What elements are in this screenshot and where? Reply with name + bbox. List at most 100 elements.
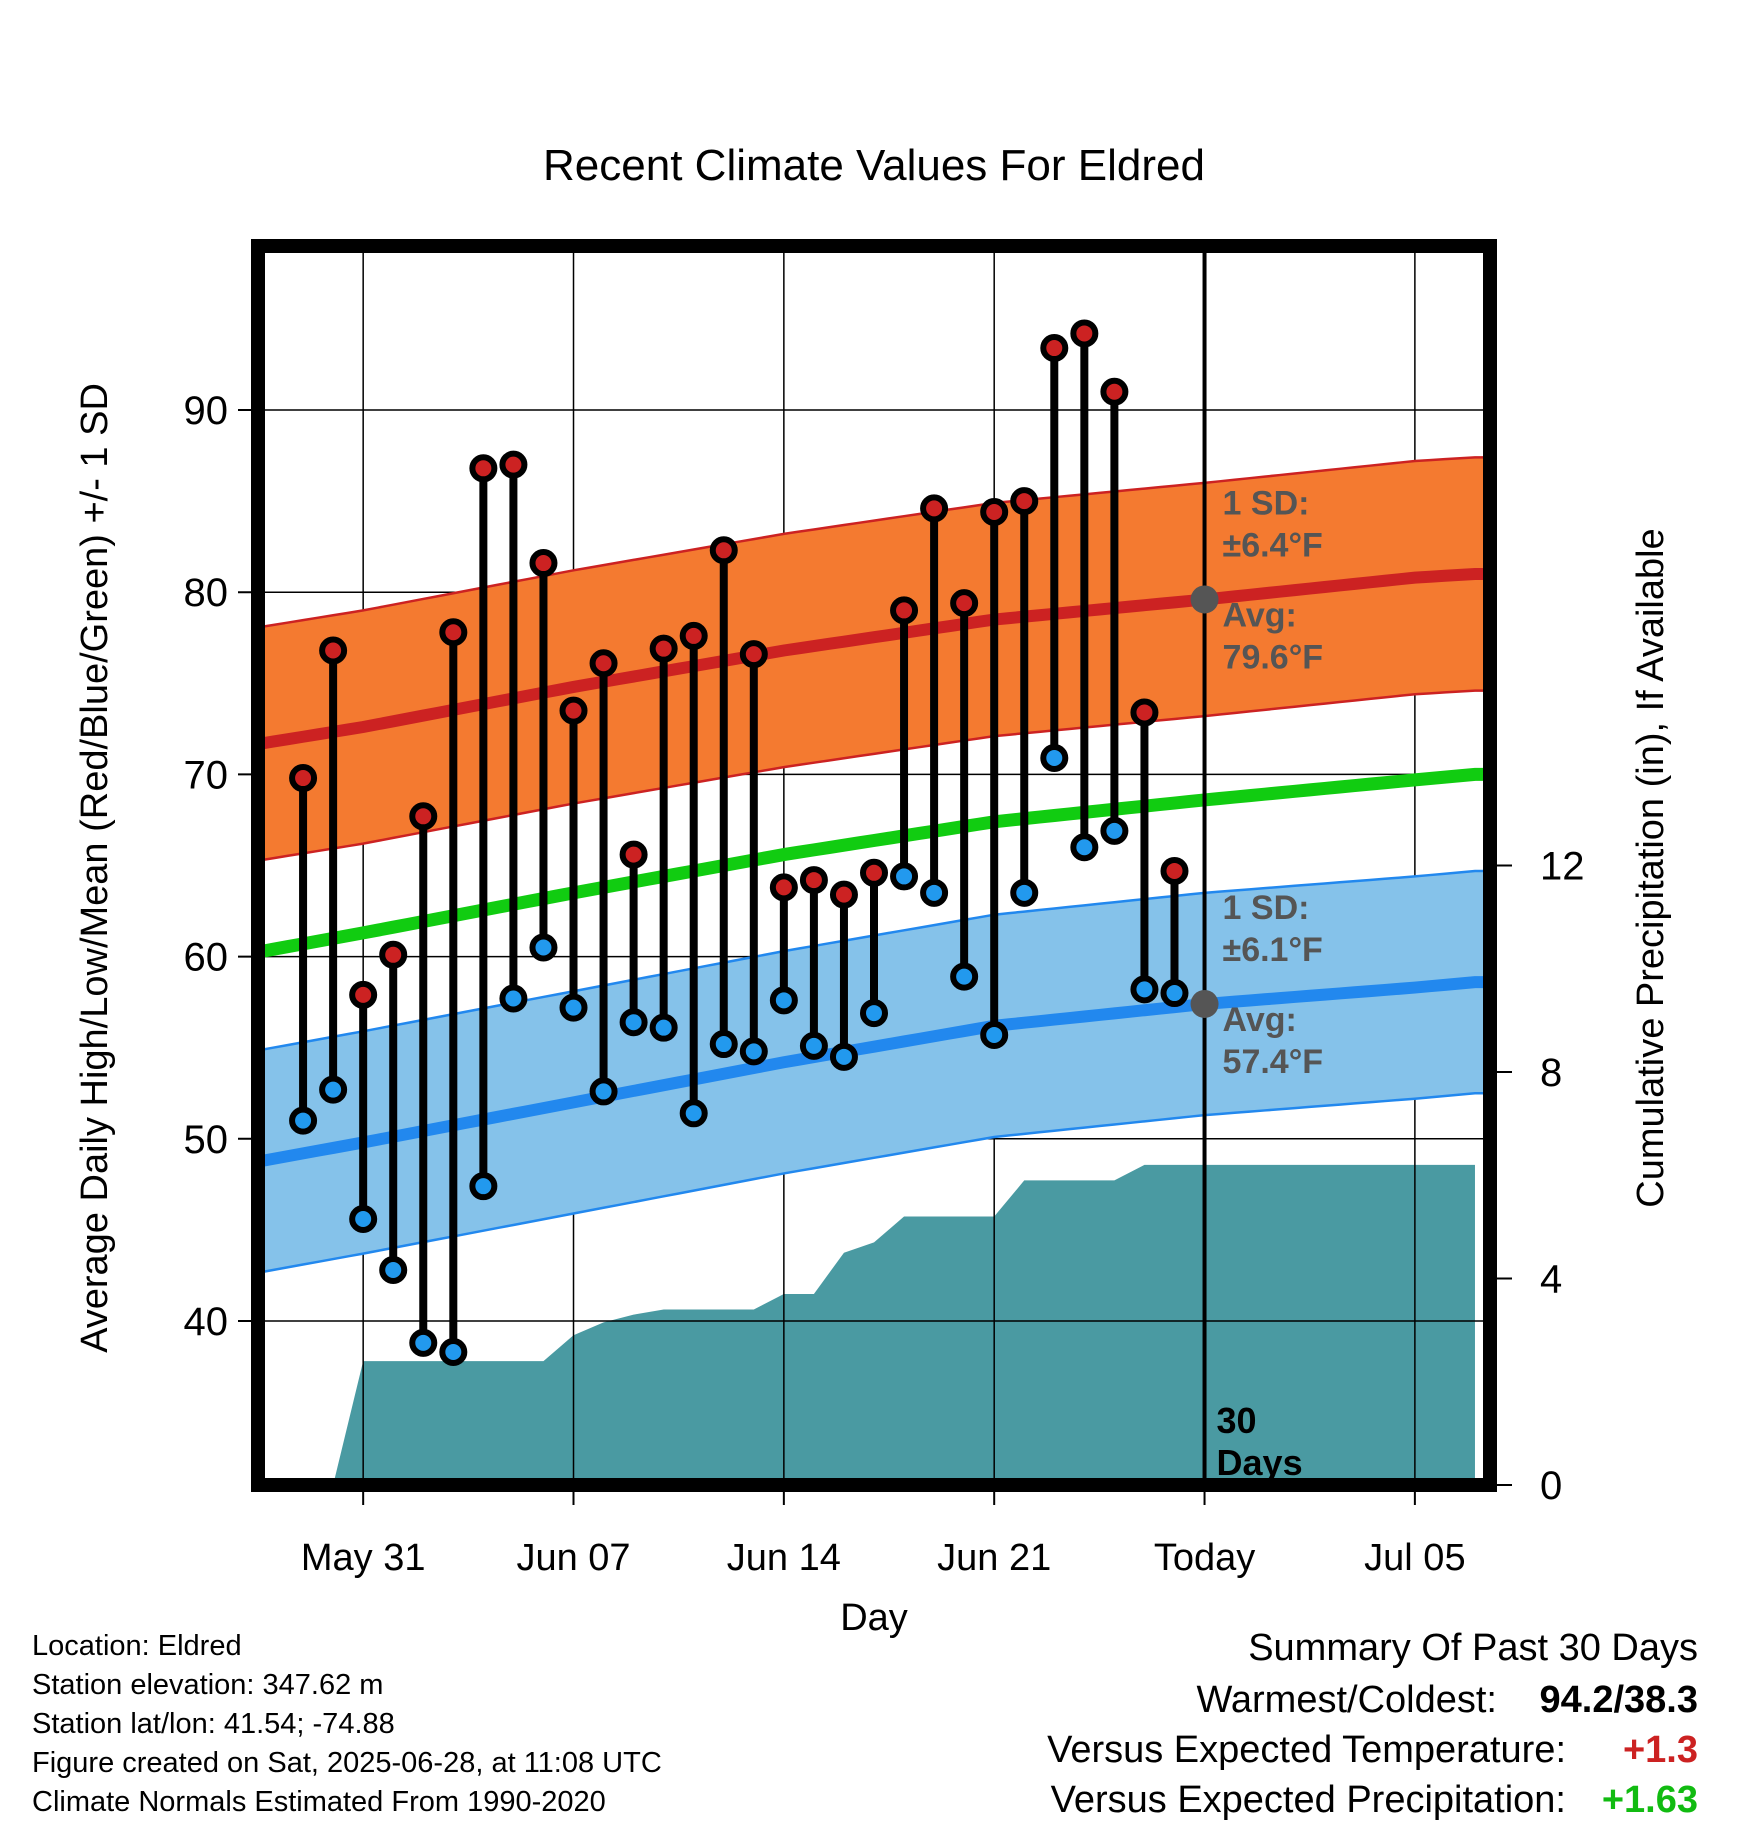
daily-high-point: [709, 536, 738, 565]
x-tick-label: May 31: [301, 1537, 426, 1579]
high-sd-band-lower-edge: [258, 689, 1490, 862]
high-sd-band-upper-edge: [258, 456, 1490, 629]
daily-high-point: [860, 858, 888, 887]
summary-precip-label: Versus Expected Precipitation:: [1051, 1779, 1566, 1821]
low-sd-value: ±6.1°F: [1223, 931, 1323, 969]
daily-high-point: [499, 450, 528, 479]
daily-high-point: [439, 618, 468, 647]
today-low-avg-marker: [1190, 989, 1219, 1018]
summary-temp-label: Versus Expected Temperature:: [1047, 1729, 1566, 1771]
daily-high-point: [379, 940, 408, 969]
low-avg-label: Avg:: [1223, 1001, 1297, 1039]
low-sd-label: 1 SD:: [1223, 889, 1310, 927]
daily-low-point: [469, 1172, 498, 1201]
y-tick-label-left: 80: [184, 571, 229, 615]
low-sd-band: [258, 870, 1490, 1273]
plot-area: 1 SD: ±6.4°F Avg: 79.6°F 1 SD: ±6.1°F Avg: 57.4…: [258, 246, 1490, 1485]
daily-low-point: [559, 993, 588, 1022]
high-sd-value: ±6.4°F: [1223, 526, 1323, 564]
y-tick-label-left: 40: [184, 1300, 229, 1344]
x-tick-label: Today: [1154, 1537, 1255, 1579]
daily-high-point: [349, 980, 378, 1009]
x-tick-label: Jun 07: [516, 1537, 630, 1579]
today-days-label: 30: [1217, 1400, 1257, 1441]
y-tick-label-right: 4: [1540, 1258, 1562, 1302]
precipitation-area: [333, 1164, 1475, 1485]
y-tick-label-right: 0: [1540, 1464, 1562, 1508]
y-tick-label-left: 50: [184, 1118, 229, 1162]
daily-low-point: [980, 1020, 1009, 1049]
x-axis-label: Day: [840, 1597, 908, 1639]
x-tick-label: Jul 05: [1364, 1537, 1465, 1579]
x-tick-label: Jun 14: [727, 1537, 841, 1579]
y-tick-label-left: 60: [184, 936, 229, 980]
daily-high-point: [1100, 377, 1129, 406]
info-created: Figure created on Sat, 2025-06-28, at 11…: [32, 1747, 662, 1779]
daily-high-point: [319, 636, 348, 665]
y-tick-label-right: 12: [1540, 845, 1585, 889]
daily-high-point: [559, 696, 588, 725]
daily-low-point: [860, 999, 888, 1028]
daily-low-point: [529, 933, 558, 962]
summary-warmest-label: Warmest/Coldest:: [1196, 1679, 1497, 1721]
station-info: Location: Eldred Station elevation: 347.…: [32, 1630, 662, 1818]
daily-high-point: [980, 498, 1009, 527]
low-normal-line: [258, 976, 1490, 1168]
y-tick-label-right: 8: [1540, 1051, 1562, 1095]
info-elevation: Station elevation: 347.62 m: [32, 1669, 383, 1701]
daily-low-point: [1010, 878, 1039, 907]
high-normal-line: [258, 567, 1490, 750]
daily-low-point: [289, 1106, 318, 1135]
daily-high-point: [950, 589, 979, 618]
daily-low-point: [1160, 979, 1189, 1008]
daily-low-point: [439, 1337, 468, 1366]
daily-high-point: [739, 640, 768, 669]
daily-low-point: [1100, 816, 1129, 845]
today-high-avg-marker: [1190, 585, 1219, 614]
daily-high-point: [1130, 698, 1159, 727]
summary-panel: Summary Of Past 30 Days Warmest/Coldest:…: [1047, 1627, 1698, 1821]
daily-low-point: [1130, 975, 1159, 1004]
daily-high-point: [829, 880, 858, 909]
high-sd-label: 1 SD:: [1223, 484, 1310, 522]
daily-high-point: [289, 764, 318, 793]
daily-low-point: [739, 1037, 768, 1066]
low-avg-value: 57.4°F: [1223, 1043, 1324, 1081]
mean-normal-line: [258, 767, 1490, 959]
daily-high-point: [1070, 319, 1099, 348]
daily-high-point: [920, 494, 949, 523]
y-tick-label-left: 70: [184, 753, 229, 797]
daily-high-point: [679, 621, 708, 650]
daily-low-point: [409, 1328, 438, 1357]
daily-high-point: [1040, 334, 1069, 363]
today-days-label: Days: [1217, 1442, 1303, 1483]
daily-low-point: [920, 878, 949, 907]
y-axis-label-right: Cumulative Precipitation (in), If Availa…: [1630, 528, 1672, 1207]
info-normals: Climate Normals Estimated From 1990-2020: [32, 1786, 606, 1818]
summary-precip-value: +1.63: [1602, 1779, 1698, 1821]
daily-low-point: [349, 1204, 378, 1233]
daily-high-point: [529, 549, 558, 578]
y-tick-label-left: 90: [184, 389, 229, 433]
daily-low-point: [499, 984, 528, 1013]
info-location: Location: Eldred: [32, 1630, 242, 1662]
daily-high-point: [409, 802, 438, 831]
info-latlon: Station lat/lon: 41.54; -74.88: [32, 1708, 395, 1740]
daily-low-point: [829, 1042, 858, 1071]
daily-high-point: [769, 873, 798, 902]
x-tick-label: Jun 21: [937, 1537, 1051, 1579]
daily-high-point: [799, 866, 828, 895]
daily-low-point: [679, 1099, 708, 1128]
daily-low-point: [709, 1030, 738, 1059]
high-sd-band: [258, 457, 1490, 861]
high-avg-value: 79.6°F: [1223, 638, 1324, 676]
daily-low-point: [649, 1013, 678, 1042]
chart-title: Recent Climate Values For Eldred: [543, 141, 1205, 190]
daily-high-point: [649, 634, 678, 663]
daily-low-point: [769, 986, 798, 1015]
low-sd-band-lower-edge: [258, 1092, 1490, 1274]
daily-low-point: [1040, 743, 1069, 772]
daily-low-point: [799, 1031, 828, 1060]
daily-high-point: [589, 649, 618, 678]
